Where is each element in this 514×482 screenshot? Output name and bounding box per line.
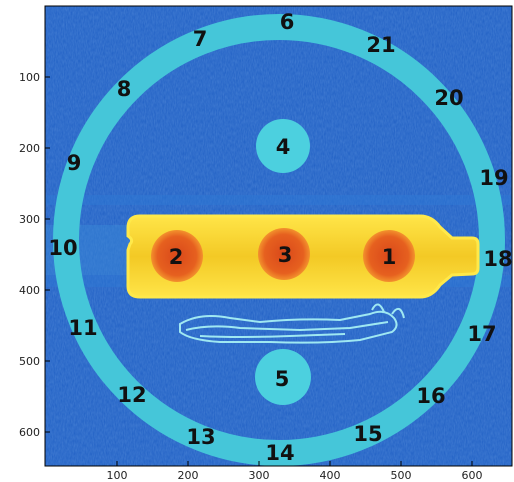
insert-2 xyxy=(151,230,203,282)
insert-1 xyxy=(363,230,415,282)
roi-label-5: 5 xyxy=(275,367,290,391)
insert-5 xyxy=(255,349,311,405)
artifact-structure xyxy=(179,303,405,344)
y-tick-label: 300 xyxy=(19,213,40,226)
x-tick-label: 300 xyxy=(249,469,270,482)
x-tick-label: 400 xyxy=(320,469,341,482)
roi-label-13: 13 xyxy=(186,425,215,449)
roi-label-21: 21 xyxy=(366,33,395,57)
roi-label-18: 18 xyxy=(483,247,512,271)
roi-label-17: 17 xyxy=(467,322,496,346)
roi-label-20: 20 xyxy=(434,86,463,110)
y-tick-label: 500 xyxy=(19,355,40,368)
roi-label-4: 4 xyxy=(276,135,291,159)
y-tick-label: 100 xyxy=(19,71,40,84)
roi-label-7: 7 xyxy=(193,27,208,51)
insert-3 xyxy=(258,228,310,280)
y-tick-label: 200 xyxy=(19,142,40,155)
roi-label-12: 12 xyxy=(117,383,146,407)
roi-label-8: 8 xyxy=(117,77,132,101)
roi-label-16: 16 xyxy=(416,384,445,408)
y-axis: 100 200 300 400 500 600 xyxy=(19,71,50,439)
roi-label-11: 11 xyxy=(68,316,97,340)
x-tick-label: 500 xyxy=(391,469,412,482)
roi-label-1: 1 xyxy=(382,245,397,269)
roi-label-15: 15 xyxy=(353,422,382,446)
roi-label-14: 14 xyxy=(265,441,294,465)
roi-label-6: 6 xyxy=(280,10,295,34)
insert-4 xyxy=(256,119,310,173)
y-tick-label: 400 xyxy=(19,284,40,297)
y-tick-label: 600 xyxy=(19,426,40,439)
roi-label-10: 10 xyxy=(48,236,77,260)
plot-area xyxy=(45,6,512,466)
x-tick-label: 200 xyxy=(178,469,199,482)
roi-label-3: 3 xyxy=(278,243,293,267)
x-tick-label: 100 xyxy=(107,469,128,482)
roi-label-19: 19 xyxy=(479,166,508,190)
x-tick-label: 600 xyxy=(462,469,483,482)
phantom-outer-ring xyxy=(53,14,505,466)
x-axis: 100 200 300 400 500 600 xyxy=(107,461,483,482)
roi-label-9: 9 xyxy=(67,151,82,175)
roi-label-2: 2 xyxy=(169,245,184,269)
axes-frame xyxy=(44,5,513,467)
